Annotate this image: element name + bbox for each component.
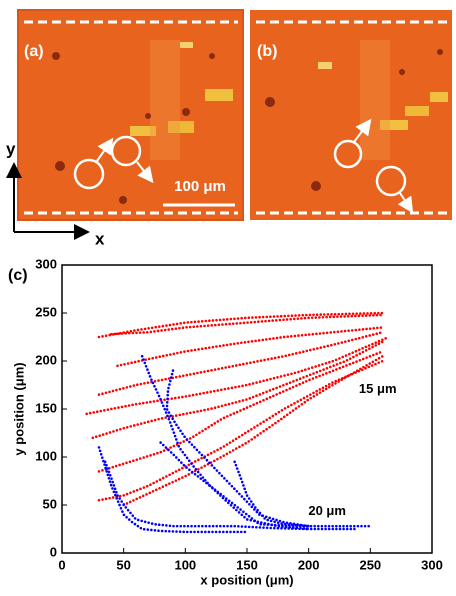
trajectory xyxy=(122,354,384,507)
x-tick-label: 0 xyxy=(58,557,65,572)
x-tick-label: 250 xyxy=(359,557,381,572)
x-tick-label: 300 xyxy=(421,557,443,572)
y-tick-label: 0 xyxy=(50,544,57,559)
y-tick-label: 100 xyxy=(35,448,57,463)
trajectory xyxy=(97,311,384,339)
axis-arrows: y x xyxy=(6,139,105,248)
micrograph-a: (a) 100 μm xyxy=(17,9,244,221)
trajectory xyxy=(97,446,249,534)
y-tick-label: 250 xyxy=(35,304,57,319)
x-tick-label: 150 xyxy=(236,557,258,572)
x-tick-label: 100 xyxy=(174,557,196,572)
trajectory xyxy=(140,354,360,531)
trajectory xyxy=(165,369,310,528)
trajectory xyxy=(103,460,310,531)
trajectory xyxy=(116,326,384,368)
annotation: 20 μm xyxy=(308,503,346,518)
scale-bar-label: 100 μm xyxy=(174,178,226,195)
x-tick-label: 200 xyxy=(298,557,320,572)
x-tick-label: 50 xyxy=(116,557,130,572)
y-tick-label: 300 xyxy=(35,256,57,271)
trajectory xyxy=(85,335,391,416)
x-axis-title: x position (μm) xyxy=(200,572,293,587)
arrow-label: y xyxy=(6,139,16,158)
y-tick-label: 150 xyxy=(35,400,57,415)
trajectory xyxy=(233,460,310,528)
trajectory xyxy=(91,340,384,440)
trajectory xyxy=(97,359,384,502)
annotation: 15 μm xyxy=(359,381,397,396)
y-axis-title: y position (μm) xyxy=(11,362,26,455)
trajectory xyxy=(159,441,372,528)
plot-frame xyxy=(61,264,433,554)
trajectory xyxy=(97,350,384,473)
micrograph-b: (b) xyxy=(250,10,452,220)
panel-label: (c) xyxy=(8,267,28,284)
trajectory xyxy=(110,313,384,336)
arrow-label: x xyxy=(95,229,105,248)
y-tick-label: 200 xyxy=(35,352,57,367)
y-tick-label: 50 xyxy=(43,496,57,511)
panel-label: (b) xyxy=(257,43,277,60)
panel-label: (a) xyxy=(24,43,44,60)
